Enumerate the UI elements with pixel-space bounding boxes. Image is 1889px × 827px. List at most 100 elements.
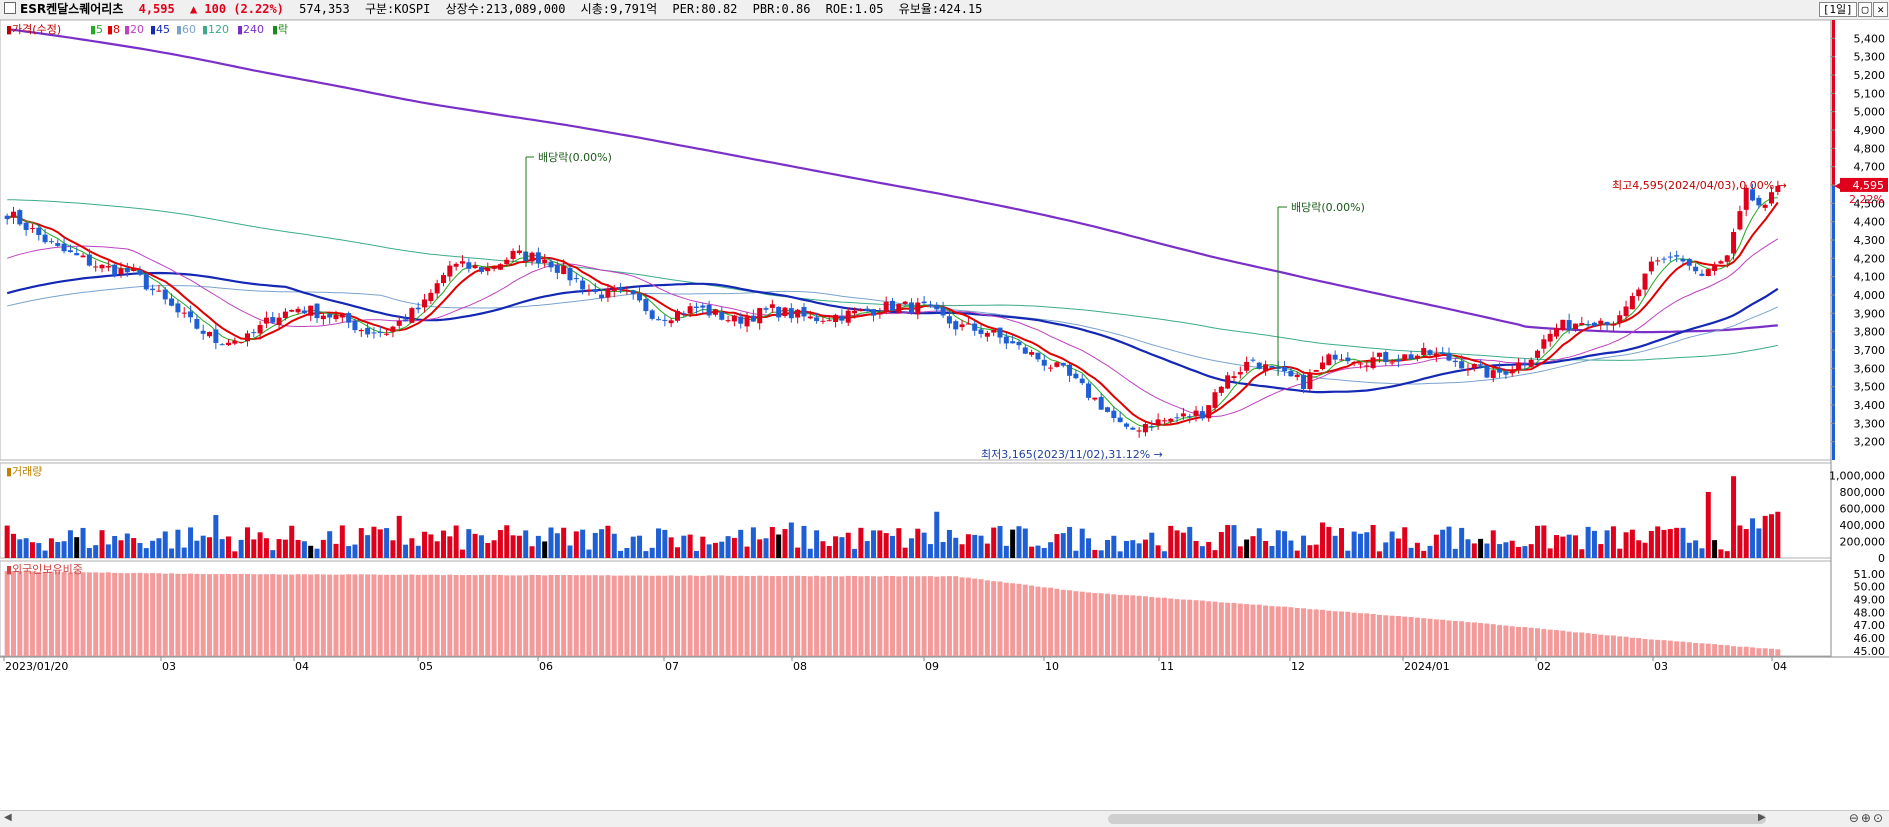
foreign-bar <box>1130 595 1136 656</box>
select-checkbox[interactable] <box>4 2 16 14</box>
volume-bar <box>1250 536 1256 558</box>
foreign-bar <box>1022 584 1028 656</box>
volume-bar <box>1218 532 1224 558</box>
volume-bar <box>1623 532 1629 558</box>
stock-chart[interactable]: ▮가격(수정) ▮5 ▮8 ▮20 ▮45 ▮60 ▮120 ▮240 ▮락 ▮거래량 ▮외국인보유… <box>0 20 1889 810</box>
volume-bar <box>1383 542 1389 558</box>
volume-bar <box>1225 524 1231 558</box>
candle <box>1035 352 1041 360</box>
candle <box>1547 333 1553 342</box>
candle <box>67 250 73 253</box>
foreign-bar <box>124 573 130 656</box>
foreign-bar <box>1193 600 1199 656</box>
scroll-thumb[interactable] <box>1108 814 1766 824</box>
volume-bar <box>1452 548 1458 558</box>
foreign-bar <box>1313 609 1319 656</box>
volume-bar <box>1206 541 1212 558</box>
candle <box>1731 232 1737 254</box>
candle <box>782 307 788 316</box>
foreign-bar <box>225 574 231 656</box>
volume-bar <box>902 547 908 558</box>
foreign-bar <box>769 576 775 656</box>
volume-bar <box>308 545 314 558</box>
volume-bar <box>580 529 586 558</box>
foreign-tick-label: 47.00 <box>1854 619 1886 632</box>
candle <box>1636 289 1642 297</box>
foreign-bar <box>422 574 428 656</box>
candle <box>1629 296 1635 310</box>
price-tick-label: 5,000 <box>1854 106 1886 119</box>
candle <box>504 259 510 265</box>
volume-bar <box>169 548 175 558</box>
foreign-bar <box>1705 643 1711 656</box>
foreign-bar <box>17 571 23 656</box>
foreign-bar <box>1433 619 1439 656</box>
candle <box>276 317 282 326</box>
volume-bar <box>1086 538 1092 558</box>
horizontal-scrollbar[interactable]: ◀ ▶ ⊖⊕⊙ <box>0 810 1889 827</box>
volume-bar <box>156 538 162 558</box>
foreign-bar <box>371 574 377 656</box>
foreign-bar <box>1383 615 1389 656</box>
candle <box>472 265 478 269</box>
volume-bar <box>472 533 478 558</box>
volume-bar <box>1130 540 1136 558</box>
ma240-line <box>7 28 1778 334</box>
volume-bar <box>17 539 23 558</box>
foreign-bar <box>611 575 617 656</box>
candle <box>200 330 206 334</box>
foreign-bar <box>681 575 687 656</box>
close-button[interactable]: ✕ <box>1873 2 1888 17</box>
candle <box>744 317 750 327</box>
candle <box>586 289 592 292</box>
volume-bar <box>105 544 111 558</box>
foreign-bar <box>1648 639 1654 656</box>
candle <box>422 299 428 308</box>
period-button[interactable]: [1일] <box>1818 2 1857 17</box>
candle <box>1560 319 1566 330</box>
foreign-bar <box>1737 646 1743 656</box>
price-tick-label: 3,300 <box>1854 417 1886 430</box>
candle <box>485 268 491 272</box>
foreign-bar <box>599 575 605 656</box>
candle <box>270 317 276 323</box>
candle <box>1123 423 1129 427</box>
foreign-bar <box>839 576 845 656</box>
foreign-bar <box>1503 625 1509 656</box>
volume-bar <box>1155 545 1161 558</box>
foreign-bar <box>833 576 839 656</box>
volume-bars <box>4 476 1781 558</box>
candle <box>320 315 326 320</box>
maximize-button[interactable]: ▢ <box>1857 2 1873 17</box>
volume-bar <box>1054 534 1060 558</box>
legend-item: ▮20 <box>124 23 144 36</box>
zoom-icons[interactable]: ⊖⊕⊙ <box>1848 811 1885 825</box>
volume-bar <box>1617 548 1623 558</box>
volume-bar <box>1490 530 1496 558</box>
foreign-bar <box>965 577 971 656</box>
volume-bar <box>978 535 984 558</box>
scroll-right-icon[interactable]: ▶ <box>1758 812 1766 823</box>
candle <box>864 308 870 311</box>
volume-bar <box>143 548 149 558</box>
candle <box>573 278 579 280</box>
volume-bar <box>934 511 940 558</box>
scroll-left-icon[interactable]: ◀ <box>4 812 12 823</box>
volume-bar <box>1610 526 1616 558</box>
candle <box>1421 348 1427 356</box>
candle <box>150 288 156 291</box>
foreign-bar <box>1117 594 1123 656</box>
candle <box>1130 427 1136 430</box>
foreign-bar <box>535 575 541 656</box>
candle <box>143 274 149 290</box>
foreign-bar <box>1136 595 1142 656</box>
x-tick-label: 04 <box>1773 660 1787 673</box>
foreign-bar <box>232 573 238 656</box>
candle <box>36 227 42 235</box>
candle <box>991 330 997 333</box>
volume-bar <box>1509 540 1515 558</box>
foreign-bar <box>946 576 952 656</box>
candle <box>795 309 801 318</box>
candle <box>516 250 522 254</box>
volume-bar <box>1364 532 1370 558</box>
